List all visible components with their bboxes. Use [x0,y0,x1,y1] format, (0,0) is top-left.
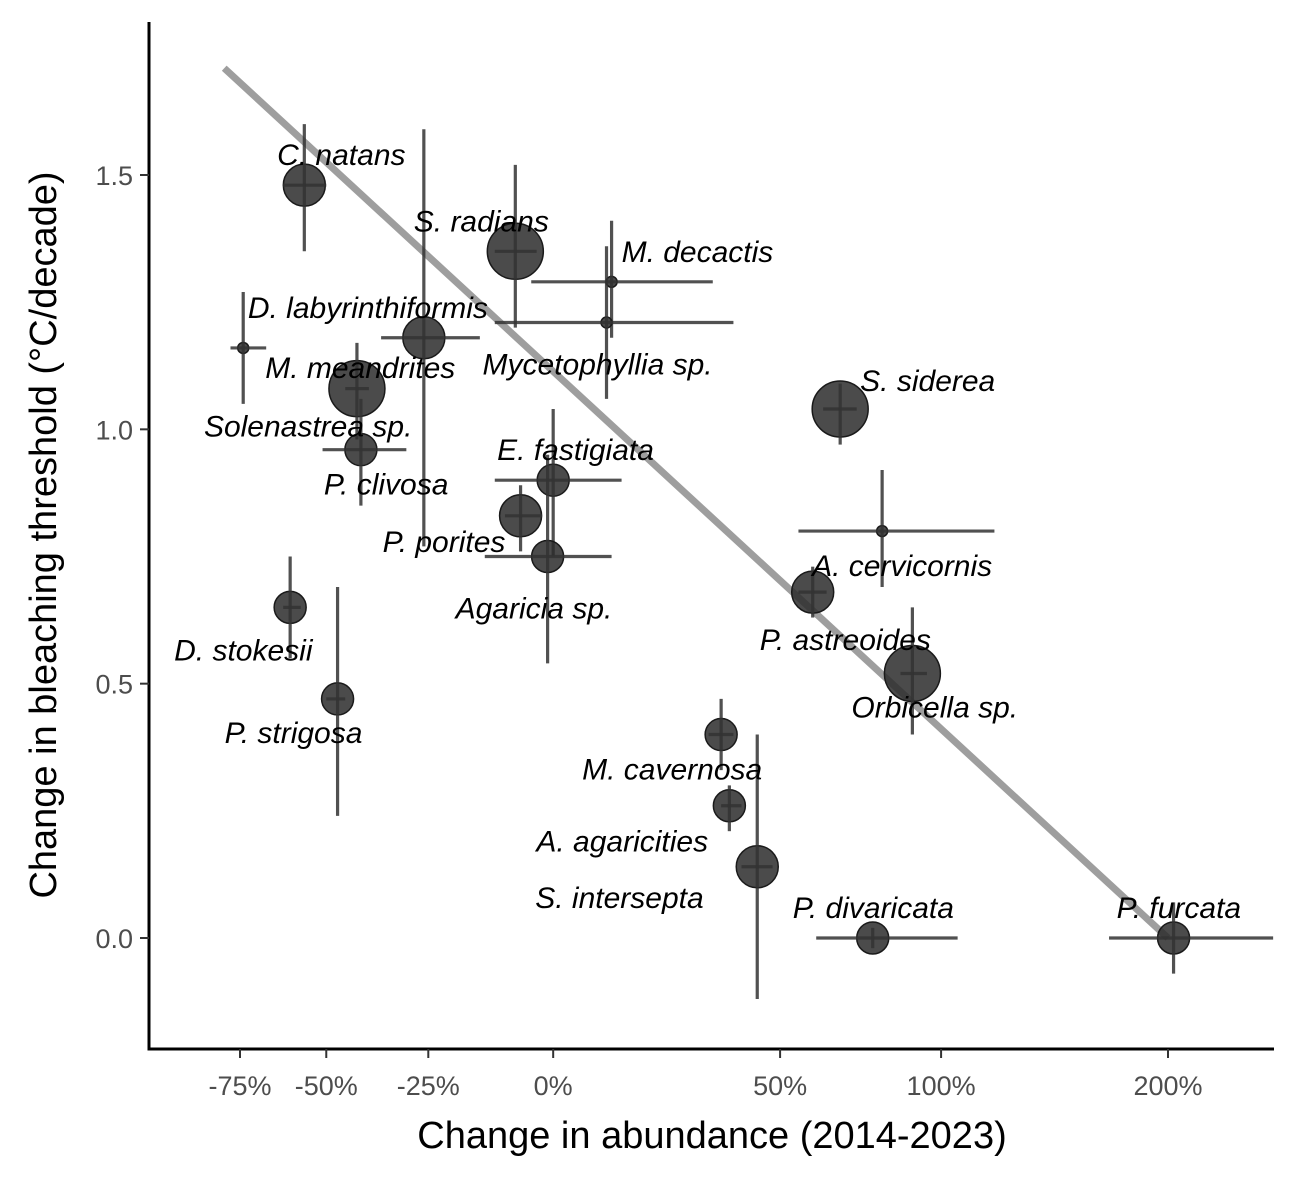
data-point-group [381,129,480,547]
y-tick-label: 0.0 [95,924,133,954]
point-label: S. radians [414,205,549,238]
point-label: A. cervicornis [810,550,992,583]
x-tick-label: -75% [208,1071,271,1101]
point-label: Solenastrea sp. [204,411,412,444]
data-point-group [712,785,747,832]
data-point-group [531,220,713,338]
point-label: P. strigosa [225,717,363,750]
data-point-group [883,607,942,735]
data-point-group [811,380,869,445]
data-point-group [322,398,407,506]
x-tick-label: 200% [1133,1071,1202,1101]
data-point-group [790,566,835,618]
data-point-group [798,470,995,588]
point-label: P. astreoides [760,624,931,657]
x-tick-label: 0% [534,1071,573,1101]
point-label: M. meandrites [265,352,455,385]
data-point-group [494,408,622,557]
y-tick-label: 0.5 [95,670,133,700]
data-point-group [816,921,958,955]
point-label: P. divaricata [793,892,954,925]
point-label: Orbicella sp. [851,691,1018,724]
x-tick-label: 100% [907,1071,976,1101]
data-point-group [1109,902,1274,974]
data-point-group [735,734,779,1000]
point-label: M. decactis [622,236,774,269]
x-tick-label: -50% [295,1071,358,1101]
point-label: S. intersepta [535,882,703,915]
trend-layer [221,65,1171,941]
data-point-group [328,342,386,440]
data-point-group [498,485,543,552]
labels-layer: C. natans S. radians M. decactis Mycetophyl… [174,139,1241,925]
point-label: D. stokesii [174,634,314,667]
y-tick-label: 1.0 [95,415,133,445]
point-label: Agaricia sp. [454,593,613,626]
point-label: P. clivosa [324,469,449,502]
data-point-group [704,698,738,771]
point-label: D. labyrinthiformis [248,292,488,325]
point-label: P. porites [383,526,506,559]
data-point-group [320,587,355,816]
data-point-group [282,124,327,252]
point-label: M. cavernosa [582,754,762,787]
axes-layer: -75% -50% -25% 0% 50% 100% 200% 0.0 0.5 1.0 1.5 [95,22,1274,1101]
trend-line [221,65,1171,941]
data-point-group [486,164,545,328]
point-label: C. natans [277,139,405,172]
point-label: P. furcata [1117,892,1242,925]
x-tick-label: -25% [397,1071,460,1101]
point-label: A. agaricities [534,826,708,859]
x-tick-label: 50% [753,1071,807,1101]
y-axis-title: Change in bleaching threshold (°C/decade… [23,171,65,898]
data-point-group [494,246,734,399]
point-label: E. fastigiata [497,434,654,467]
data-point-group [230,291,267,404]
point-label: Mycetophyllia sp. [483,349,713,382]
data-point-group [484,454,612,664]
data-point-group [273,556,307,659]
y-tick-label: 1.5 [95,161,133,191]
point-label: S. siderea [860,365,995,398]
x-axis-title: Change in abundance (2014-2023) [417,1115,1006,1157]
marks-layer [230,124,1274,1000]
